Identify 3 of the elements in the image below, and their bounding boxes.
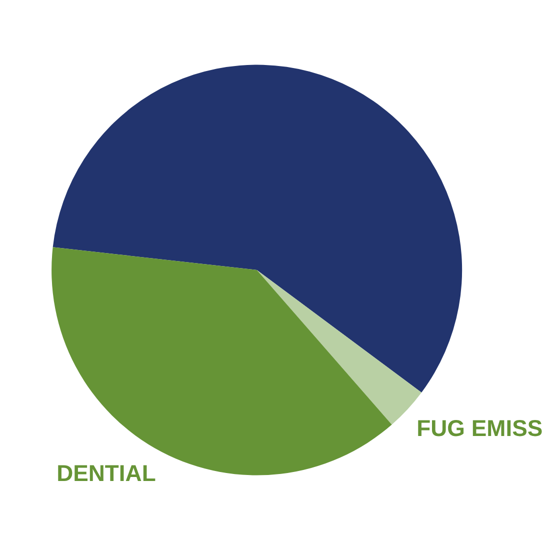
slice-label: DENTIAL (56, 460, 156, 486)
slice-label: FUG EMISS (416, 414, 543, 441)
pie-slice (52, 65, 462, 392)
